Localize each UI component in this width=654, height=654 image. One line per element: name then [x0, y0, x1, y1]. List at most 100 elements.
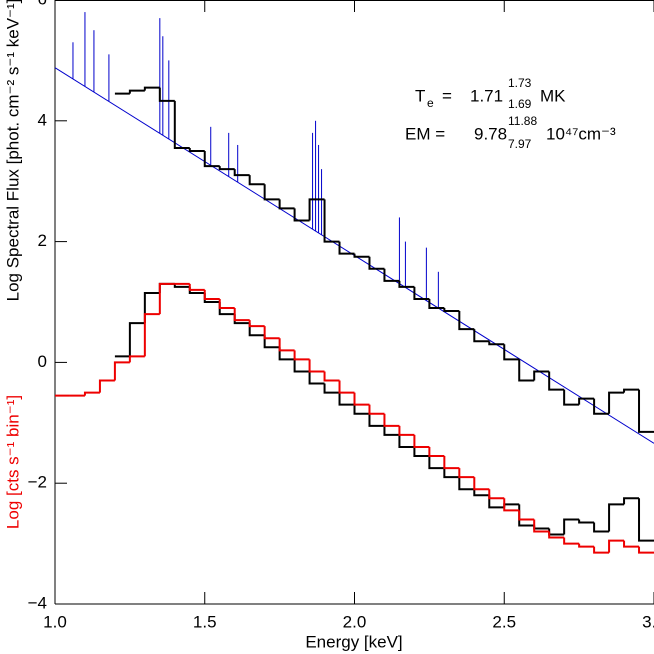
histogram-bin — [248, 323, 265, 337]
histogram-bin — [263, 184, 280, 201]
histogram-bin — [428, 298, 445, 310]
histogram-bin — [488, 495, 505, 509]
histogram-bin — [233, 169, 250, 177]
histogram-bin — [98, 379, 115, 393]
x-tick-label: 3.0 — [642, 612, 654, 631]
histogram-bin — [293, 350, 310, 361]
histogram-bin — [293, 208, 310, 222]
annotation-text: 1.73 — [508, 76, 532, 90]
histogram-bin — [188, 283, 205, 291]
histogram-bin — [383, 413, 400, 427]
histogram-bin — [173, 100, 190, 149]
histogram-bin — [533, 519, 550, 533]
annotation-text: 7.97 — [508, 137, 532, 151]
x-axis-label: Energy [keV] — [305, 632, 402, 651]
histogram-bin — [623, 540, 640, 548]
x-tick-label: 2.0 — [343, 612, 367, 631]
histogram-bin — [323, 371, 340, 382]
histogram-bin — [338, 392, 355, 406]
histogram-bin — [143, 291, 160, 324]
annotation-text: 10⁴⁷cm⁻³ — [546, 124, 616, 143]
histogram-bin — [458, 311, 475, 331]
histogram-bin — [248, 320, 265, 328]
histogram-bin — [638, 389, 654, 433]
x-tick-label: 2.5 — [492, 612, 516, 631]
histogram-bin — [488, 341, 505, 346]
histogram-bin — [188, 147, 205, 152]
annotation-text: 11.88 — [508, 114, 537, 128]
histogram-bin — [218, 166, 235, 171]
annotation-em: EM = 9.78 11.88 7.97 10⁴⁷cm⁻³ — [405, 114, 616, 151]
histogram-bin — [308, 359, 325, 373]
histogram-bin — [398, 425, 415, 436]
histogram-bin — [113, 361, 130, 381]
histogram-bin — [173, 283, 190, 288]
histogram-bin — [278, 199, 295, 210]
histogram-bin — [143, 86, 160, 91]
histogram-bin — [473, 489, 490, 497]
annotation-text: 9.78 — [474, 124, 507, 143]
annotation-text: 1.69 — [508, 97, 532, 111]
x-tick-label: 1.0 — [43, 612, 67, 631]
histogram-bin — [368, 404, 385, 415]
histogram-bin — [503, 498, 520, 512]
histogram-bin — [278, 338, 295, 352]
y-tick-label: −2 — [28, 473, 47, 492]
annotation-text: EM = — [405, 124, 445, 143]
histogram-bin — [263, 335, 280, 349]
y-axis-label-counts: Log [cts s⁻¹ bin⁻¹] — [3, 395, 22, 529]
histogram-bin — [428, 456, 445, 470]
histogram-bin — [368, 413, 385, 427]
histogram-bin — [578, 543, 595, 548]
histogram-bin — [623, 388, 640, 393]
histogram-bin — [533, 525, 550, 530]
histogram-bin — [563, 389, 580, 406]
annotation-text: 1.71 — [470, 86, 503, 105]
histogram-bin — [413, 446, 430, 458]
histogram-bin — [383, 268, 400, 282]
histogram-bin — [548, 528, 565, 536]
histogram-bin — [203, 292, 220, 303]
histogram-bin — [158, 87, 175, 102]
histogram-bin — [128, 89, 145, 94]
y-tick-label: 2 — [38, 231, 47, 250]
histogram-bin — [563, 518, 580, 535]
histogram-bin — [458, 477, 475, 491]
histogram-bin — [563, 537, 580, 545]
histogram-bin — [338, 241, 355, 255]
histogram-bin — [353, 253, 370, 258]
histogram-bin — [443, 468, 460, 479]
histogram-bin — [443, 308, 460, 313]
histogram-bin — [308, 371, 325, 385]
histogram-bin — [323, 383, 340, 394]
histogram-bin — [128, 322, 145, 357]
histogram-bin — [593, 546, 610, 554]
histogram-bin — [128, 355, 145, 363]
histogram-bin — [548, 371, 565, 391]
histogram-bin — [383, 425, 400, 436]
histogram-bin — [638, 498, 654, 542]
histogram-bin — [608, 539, 625, 553]
histogram-bin — [443, 456, 460, 470]
histogram-bin — [623, 497, 640, 505]
histogram-bin — [428, 446, 445, 458]
histogram-bin — [233, 314, 250, 325]
histogram-bin — [458, 468, 475, 479]
histogram-bin — [323, 199, 340, 243]
histogram-bin — [533, 370, 550, 381]
histogram-bin — [263, 326, 280, 340]
histogram-bin — [218, 298, 235, 310]
histogram-bin — [278, 347, 295, 361]
histogram-bin — [293, 359, 310, 373]
histogram-bin — [638, 546, 654, 554]
y-tick-label: −4 — [28, 593, 47, 612]
histogram-bin — [593, 522, 610, 533]
histogram-bin — [338, 380, 355, 394]
histogram-bin — [503, 503, 520, 508]
histogram-bin — [503, 344, 520, 361]
annotation-text: e — [427, 96, 434, 110]
histogram-bin — [158, 282, 175, 315]
histogram-bin — [398, 280, 415, 288]
histogram-bin — [203, 289, 220, 300]
